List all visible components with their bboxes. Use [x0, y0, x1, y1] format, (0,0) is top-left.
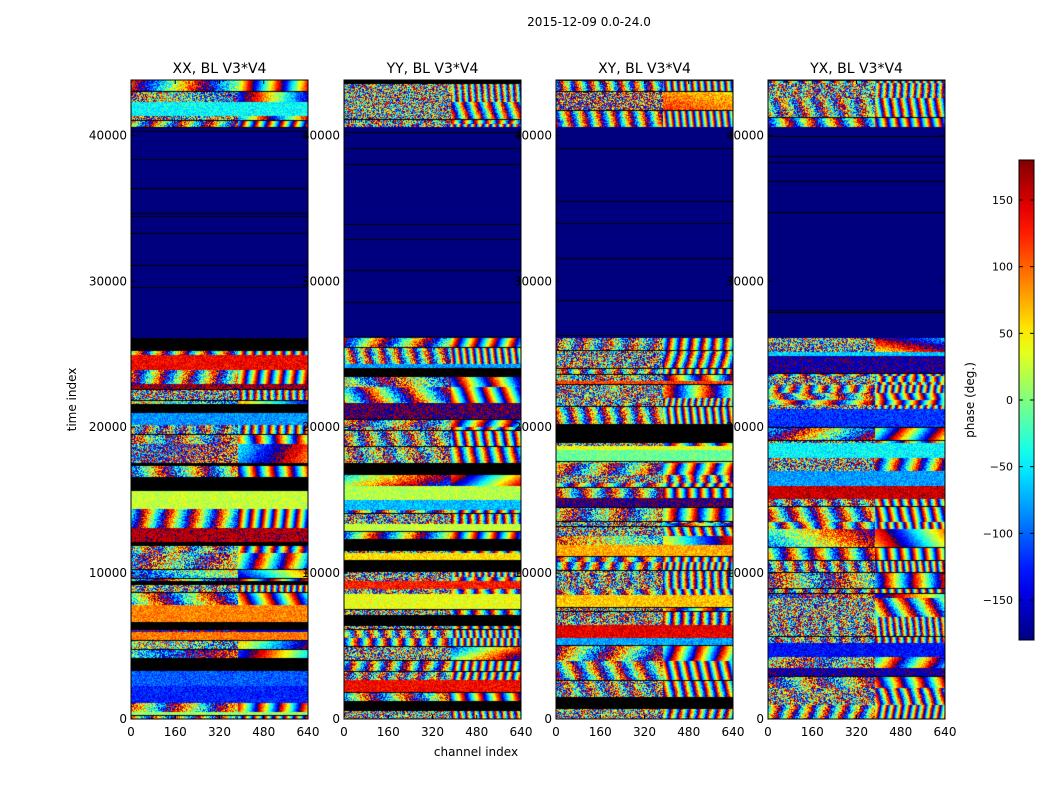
- x-tick-label: 480: [465, 725, 488, 739]
- y-tick-label: 0: [756, 712, 764, 726]
- y-tick-label: 10000: [514, 566, 552, 580]
- y-tick-label: 20000: [302, 420, 340, 434]
- colorbar-tick-label: −150: [983, 594, 1013, 607]
- y-tick-label: 20000: [514, 420, 552, 434]
- y-tick-label: 30000: [89, 274, 127, 288]
- y-tick-label: 40000: [302, 128, 340, 142]
- x-tick-label: 480: [252, 725, 275, 739]
- y-tick-label: 10000: [302, 566, 340, 580]
- phase-image-yx: [768, 80, 945, 719]
- colorbar-label: phase (deg.): [963, 362, 977, 438]
- x-tick-label: 480: [677, 725, 700, 739]
- figure-title: 2015-12-09 0.0-24.0: [527, 15, 651, 29]
- colorbar-tick-label: 0: [1006, 394, 1013, 407]
- y-tick-label: 10000: [89, 566, 127, 580]
- panel-xx: XX, BL V3*V4 0 160 320 480 640 0 10000 20000 3000…: [65, 61, 319, 739]
- x-tick-label: 0: [552, 725, 560, 739]
- y-tick-label: 40000: [726, 128, 764, 142]
- y-tick-label: 20000: [89, 420, 127, 434]
- x-tick-label: 640: [297, 725, 320, 739]
- panel-title: YX, BL V3*V4: [809, 61, 903, 77]
- x-tick-label: 640: [510, 725, 533, 739]
- x-tick-label: 640: [722, 725, 745, 739]
- phase-image-xx: [131, 80, 308, 719]
- colorbar-tick-label: 50: [999, 327, 1013, 340]
- panel-title: XY, BL V3*V4: [598, 61, 691, 77]
- x-tick-label: 160: [164, 725, 187, 739]
- x-tick-label: 160: [589, 725, 612, 739]
- y-tick-label: 40000: [89, 128, 127, 142]
- panel-title: XX, BL V3*V4: [173, 61, 267, 77]
- colorbar: −150 −100 −50 0 50 100 150 phase (deg.): [963, 159, 1035, 641]
- y-tick-label: 30000: [726, 274, 764, 288]
- panel-xy: XY, BL V3*V4 0 160 320 480 640 0 10000 20000 3000…: [514, 61, 745, 739]
- colorbar-tick-label: 100: [992, 261, 1013, 274]
- y-tick-label: 20000: [726, 420, 764, 434]
- panels: XX, BL V3*V4 0 160 320 480 640 0 10000 20000 3000…: [65, 61, 956, 759]
- x-tick-label: 320: [845, 725, 868, 739]
- x-tick-label: 0: [127, 725, 135, 739]
- x-tick-label: 0: [340, 725, 348, 739]
- x-tick-label: 320: [208, 725, 231, 739]
- colorbar-tick-label: −50: [990, 461, 1013, 474]
- colorbar-tick-label: 150: [992, 194, 1013, 207]
- y-tick-label: 30000: [514, 274, 552, 288]
- panel-yy: YY, BL V3*V4 0 160 320 480 640 0 10000 20000 3000…: [302, 61, 533, 759]
- y-tick-label: 10000: [726, 566, 764, 580]
- colorbar-tick-label: −100: [983, 527, 1013, 540]
- y-tick-label: 30000: [302, 274, 340, 288]
- x-tick-label: 160: [377, 725, 400, 739]
- x-axis-label: channel index: [434, 745, 518, 759]
- panel-yx: YX, BL V3*V4 0 160 320 480 640 0 10000 20000 3000…: [726, 61, 957, 739]
- phase-image-yy: [344, 80, 521, 719]
- x-tick-label: 480: [889, 725, 912, 739]
- x-tick-label: 0: [764, 725, 772, 739]
- y-tick-label: 0: [119, 712, 127, 726]
- x-tick-label: 320: [633, 725, 656, 739]
- y-tick-label: 0: [332, 712, 340, 726]
- x-tick-label: 320: [421, 725, 444, 739]
- phase-image-xy: [556, 80, 733, 719]
- x-tick-label: 640: [934, 725, 957, 739]
- y-tick-label: 40000: [514, 128, 552, 142]
- panel-title: YY, BL V3*V4: [386, 61, 479, 77]
- y-tick-label: 0: [544, 712, 552, 726]
- x-tick-label: 160: [801, 725, 824, 739]
- y-axis-label: time index: [65, 368, 79, 432]
